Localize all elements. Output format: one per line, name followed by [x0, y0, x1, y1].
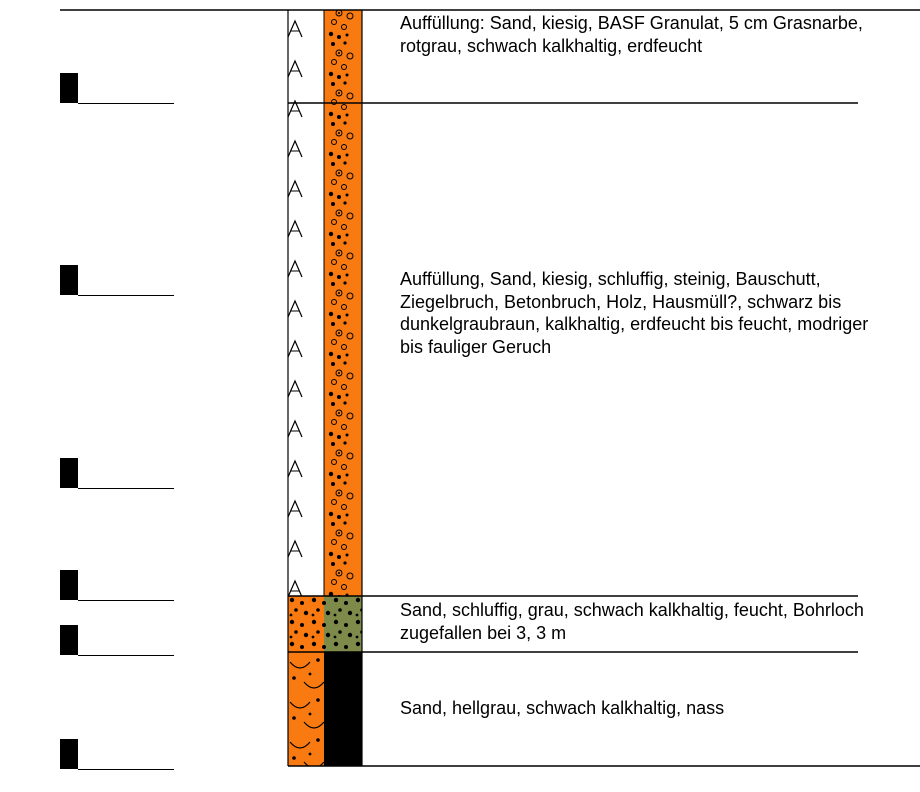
layer-1-description: Auffüllung: Sand, kiesig, BASF Granulat,…	[400, 13, 863, 56]
sample-marker	[60, 625, 78, 655]
sample-marker	[60, 458, 78, 488]
layer-4-description: Sand, hellgrau, schwach kalkhaltig, nass	[400, 698, 725, 718]
sample-underline	[78, 600, 174, 602]
layer-2-left-symbol	[288, 103, 324, 596]
layer-2-right-symbol	[324, 103, 362, 596]
sample-marker	[60, 265, 78, 295]
sample-marker	[60, 73, 78, 103]
sample-marker	[60, 739, 78, 769]
layer-3-right-symbol	[324, 596, 362, 652]
layer-3-left-symbol	[288, 596, 324, 652]
sample-underline	[78, 655, 174, 657]
layer-1-right-symbol	[324, 10, 362, 103]
sample-underline	[78, 488, 174, 490]
sample-underline	[78, 103, 174, 105]
layer-2-description: Auffüllung, Sand, kiesig, schluffig, ste…	[400, 269, 869, 357]
layer-3-description: Sand, schluffig, grau, schwach kalkhalti…	[400, 600, 864, 643]
layer-4-left-symbol	[288, 652, 324, 766]
layer-1-left-symbol	[288, 10, 324, 103]
sample-underline	[78, 295, 174, 297]
sample-marker	[60, 570, 78, 600]
layer-4-right-fill	[324, 652, 362, 766]
sample-underline	[78, 769, 174, 771]
